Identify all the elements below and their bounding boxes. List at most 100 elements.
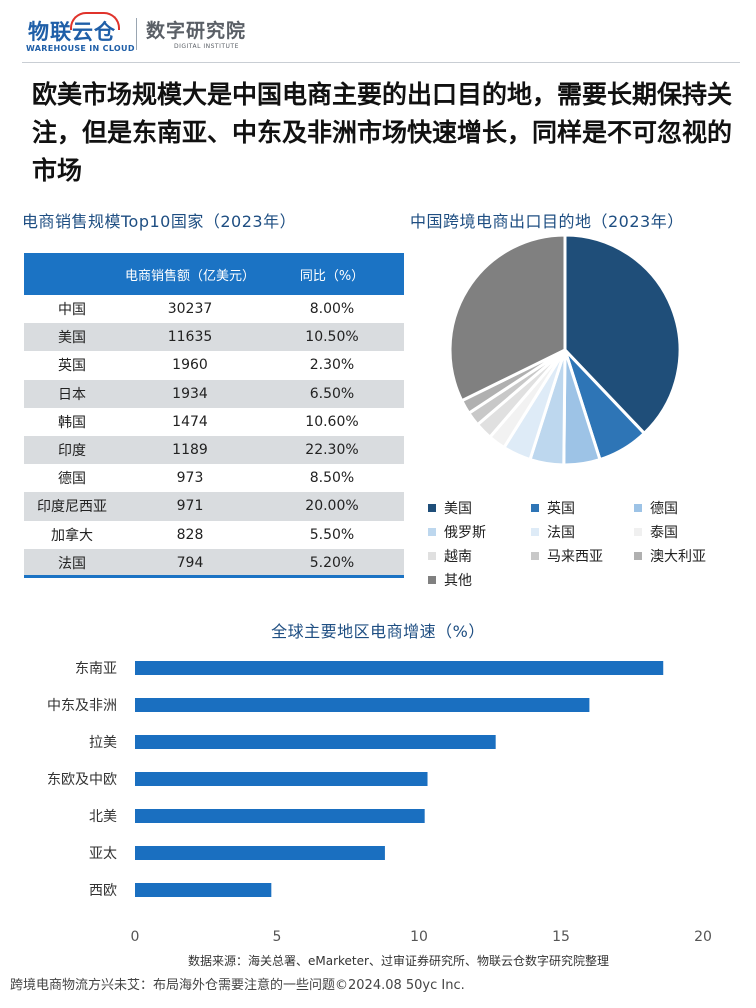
table-row: 加拿大 828 5.50% xyxy=(24,520,404,549)
sales-cell: 1189 xyxy=(120,435,260,465)
legend-swatch xyxy=(634,528,642,536)
category-label: 东欧及中欧 xyxy=(47,772,117,788)
legend-swatch xyxy=(531,552,539,560)
legend-swatch xyxy=(634,552,642,560)
sales-cell: 1960 xyxy=(120,351,260,380)
pie-slice xyxy=(448,233,567,403)
x-tick-label: 20 xyxy=(694,929,712,945)
yoy-cell: 5.20% xyxy=(260,548,404,577)
table-row: 印度 1189 22.30% xyxy=(24,435,404,465)
legend-label: 美国 xyxy=(444,501,472,517)
sales-cell: 30237 xyxy=(120,295,260,324)
yoy-cell: 20.00% xyxy=(260,492,404,521)
country-cell: 日本 xyxy=(24,379,120,408)
sales-cell: 11635 xyxy=(120,323,260,352)
growth-bar xyxy=(135,809,425,823)
legend-item: 美国 xyxy=(428,498,472,518)
bar-chart-title: 全球主要地区电商增速（%） xyxy=(271,622,485,641)
warehouse-in-cloud-logo: 物联云仓 WAREHOUSE IN CLOUD xyxy=(22,12,134,54)
yoy-cell: 10.60% xyxy=(260,407,404,436)
logo-right-sub: DIGITAL INSTITUTE xyxy=(174,43,239,50)
country-cell: 中国 xyxy=(24,295,120,324)
sales-cell: 828 xyxy=(120,520,260,549)
table-row: 英国 1960 2.30% xyxy=(24,351,404,380)
sales-top10-table: 电商销售额（亿美元） 同比（%） 中国 30237 8.00% 美国 11635 10.5… xyxy=(24,253,404,577)
logo-left-main: 物联云仓 xyxy=(28,20,116,44)
growth-bar xyxy=(135,846,385,860)
category-label: 亚太 xyxy=(89,846,117,862)
legend-label: 泰国 xyxy=(650,525,678,541)
sales-cell: 1934 xyxy=(120,379,260,408)
legend-swatch xyxy=(428,528,436,536)
table-header-row: 电商销售额（亿美元） 同比（%） xyxy=(24,253,404,295)
source-note: 数据来源：海关总署、eMarketer、过审证券研究所、物联云仓数字研究院整理 xyxy=(188,954,609,968)
legend-label: 俄罗斯 xyxy=(444,525,486,541)
table-row: 美国 11635 10.50% xyxy=(24,323,404,352)
sales-cell: 794 xyxy=(120,548,260,577)
growth-bar xyxy=(135,772,428,786)
country-cell: 法国 xyxy=(24,548,120,577)
table-title: 电商销售规模Top10国家（2023年） xyxy=(22,212,297,231)
legend-swatch xyxy=(428,552,436,560)
legend-label: 英国 xyxy=(547,501,575,517)
legend-swatch xyxy=(428,504,436,512)
legend-label: 越南 xyxy=(444,549,472,565)
category-label: 北美 xyxy=(89,809,117,825)
legend-swatch xyxy=(531,528,539,536)
yoy-cell: 10.50% xyxy=(260,323,404,352)
legend-item: 德国 xyxy=(634,498,678,518)
legend-label: 德国 xyxy=(650,501,678,517)
legend-label: 澳大利亚 xyxy=(650,549,706,565)
yoy-cell: 22.30% xyxy=(260,435,404,465)
x-tick-label: 15 xyxy=(552,929,570,945)
legend-item: 澳大利亚 xyxy=(634,546,706,566)
table-row: 日本 1934 6.50% xyxy=(24,379,404,408)
export-destination-pie-chart xyxy=(448,233,682,467)
table-row: 法国 794 5.20% xyxy=(24,548,404,577)
sales-cell: 971 xyxy=(120,492,260,521)
growth-bar xyxy=(135,698,590,712)
country-cell: 印度 xyxy=(24,435,120,465)
footer-note: 跨境电商物流方兴未艾：布局海外仓需要注意的一些问题©2024.08 50yc I… xyxy=(10,978,465,993)
country-cell: 印度尼西亚 xyxy=(24,492,120,521)
category-label: 拉美 xyxy=(89,735,117,751)
legend-swatch xyxy=(531,504,539,512)
legend-swatch xyxy=(428,576,436,584)
pie-title: 中国跨境电商出口目的地（2023年） xyxy=(410,212,684,231)
country-cell: 美国 xyxy=(24,323,120,352)
country-cell: 加拿大 xyxy=(24,520,120,549)
header-divider xyxy=(22,62,740,63)
legend-item: 法国 xyxy=(531,522,575,542)
growth-bar xyxy=(135,661,664,675)
x-tick-label: 5 xyxy=(273,929,282,945)
country-cell: 韩国 xyxy=(24,407,120,436)
table-row: 德国 973 8.50% xyxy=(24,464,404,493)
logo-right-main: 数字研究院 xyxy=(146,20,247,42)
growth-bar xyxy=(135,883,272,897)
legend-item: 俄罗斯 xyxy=(428,522,486,542)
yoy-cell: 6.50% xyxy=(260,379,404,408)
legend-item: 泰国 xyxy=(634,522,678,542)
legend-label: 马来西亚 xyxy=(547,549,603,565)
x-tick-label: 0 xyxy=(131,929,140,945)
yoy-cell: 8.00% xyxy=(260,295,404,324)
sales-cell: 1474 xyxy=(120,407,260,436)
category-label: 西欧 xyxy=(89,883,117,899)
table-header-cell: 同比（%） xyxy=(260,253,404,295)
table-header-cell xyxy=(24,253,120,295)
category-label: 中东及非洲 xyxy=(47,698,117,714)
table-bottom-rule xyxy=(24,575,404,578)
table-row: 韩国 1474 10.60% xyxy=(24,407,404,436)
legend-item: 越南 xyxy=(428,546,472,566)
legend-item: 马来西亚 xyxy=(531,546,603,566)
yoy-cell: 8.50% xyxy=(260,464,404,493)
growth-bar xyxy=(135,735,496,749)
sales-cell: 973 xyxy=(120,464,260,493)
x-tick-label: 10 xyxy=(410,929,428,945)
legend-label: 其他 xyxy=(444,573,472,589)
table-row: 印度尼西亚 971 20.00% xyxy=(24,492,404,521)
logo-left-sub: WAREHOUSE IN CLOUD xyxy=(26,44,135,53)
country-cell: 英国 xyxy=(24,351,120,380)
legend-swatch xyxy=(634,504,642,512)
